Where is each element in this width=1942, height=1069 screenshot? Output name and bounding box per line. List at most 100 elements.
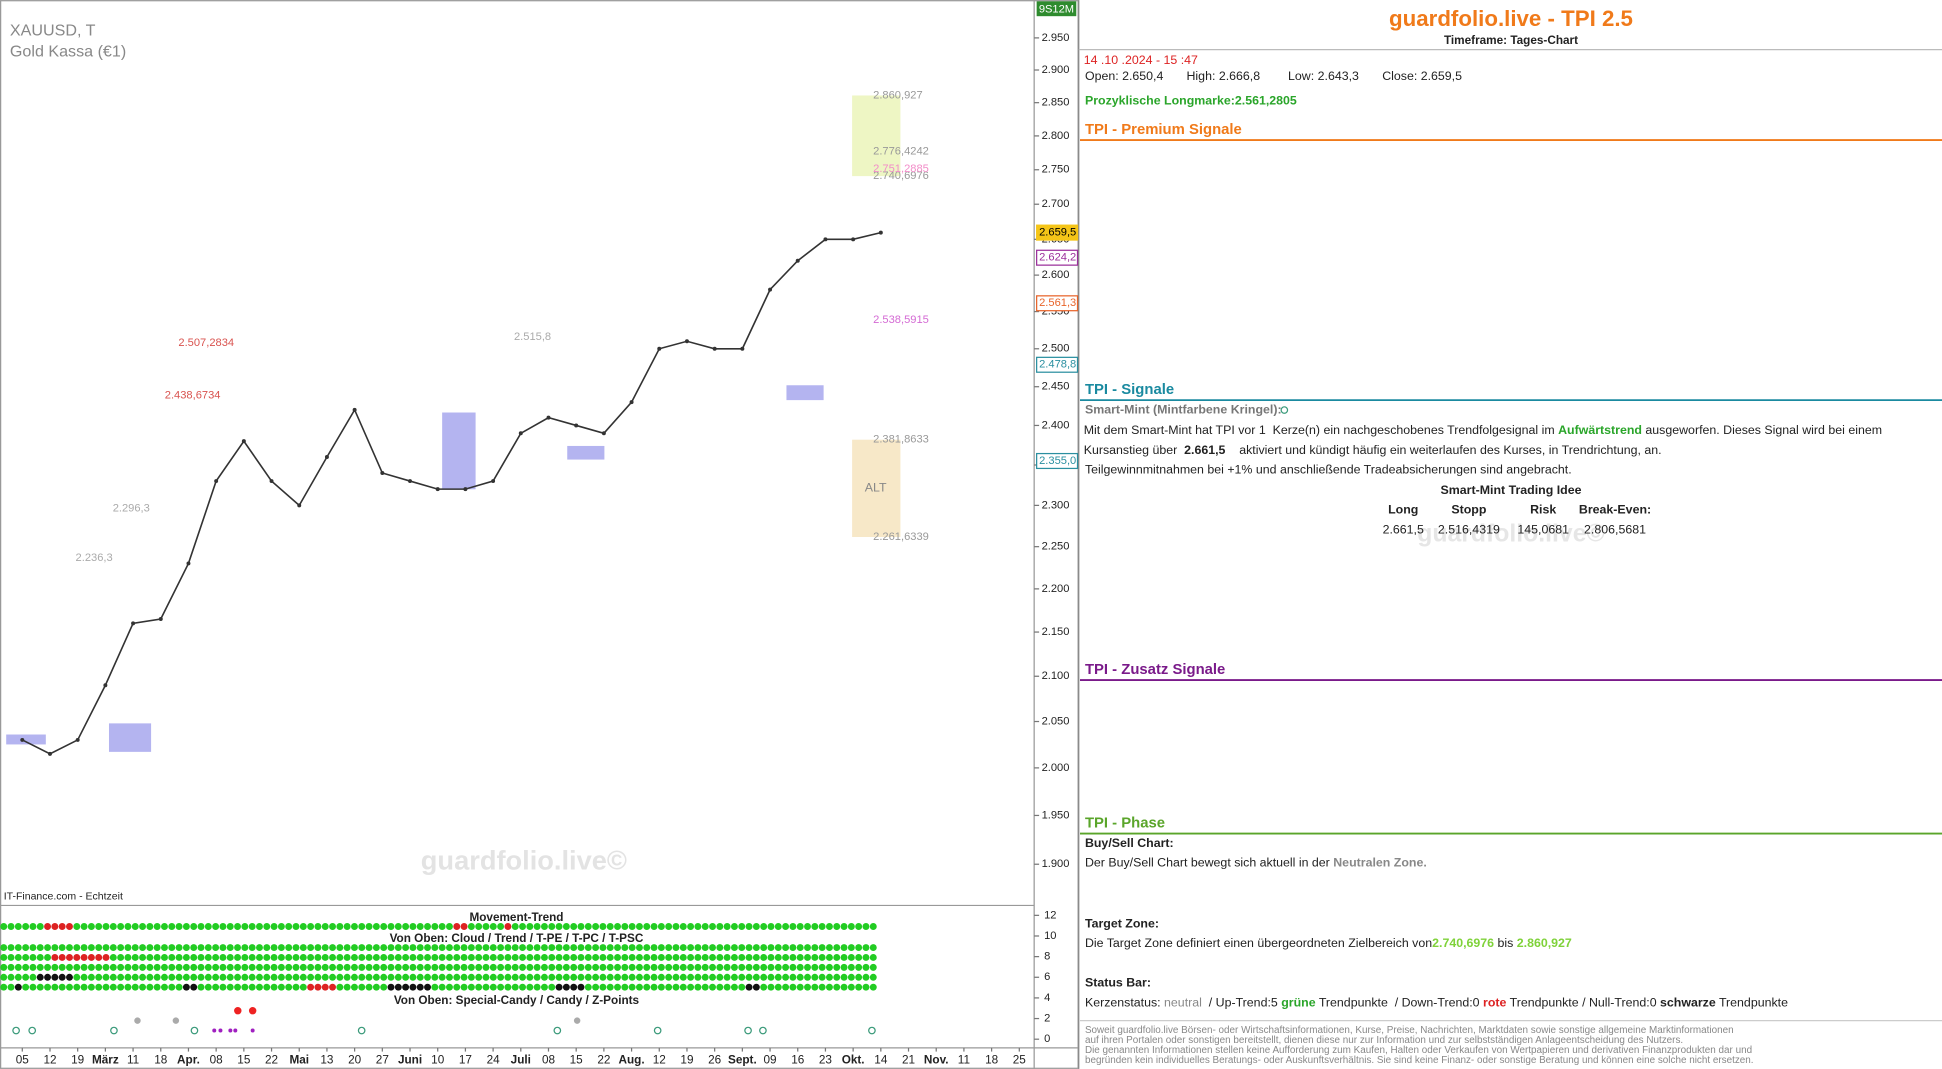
trend-dot <box>862 963 870 971</box>
trend-dot <box>358 963 366 971</box>
trend-dot <box>657 983 665 991</box>
trend-dot <box>562 973 570 981</box>
trend-dot <box>277 944 285 952</box>
trend-dot <box>782 953 790 961</box>
trend-dot <box>782 973 790 981</box>
disclaimer-line: Die genannten Informationen stellen kein… <box>1085 1045 1752 1056</box>
trend-dot <box>153 963 161 971</box>
trend-dot <box>29 963 37 971</box>
trend-dot <box>14 973 22 981</box>
text-line: Kerzenstatus: neutral / Up-Trend:5 grüne… <box>1085 996 1788 1010</box>
trend-dot <box>329 973 337 981</box>
target-zone <box>852 95 901 177</box>
trend-dot <box>665 963 673 971</box>
trend-dot <box>840 944 848 952</box>
trend-dot <box>570 983 578 991</box>
trend-dot <box>36 973 44 981</box>
trend-dot <box>87 983 95 991</box>
trend-dot <box>650 923 658 930</box>
y-tick-label: 2.100 <box>1042 670 1070 682</box>
trend-dot <box>146 963 154 971</box>
trend-dot <box>460 944 468 952</box>
trend-dot <box>614 953 621 961</box>
mint-point <box>744 1026 752 1035</box>
trend-dot <box>87 963 95 971</box>
trend-dot <box>869 973 877 981</box>
trend-dot <box>22 963 30 971</box>
trend-dot <box>840 953 848 961</box>
trend-dot <box>804 953 811 961</box>
trend-dot <box>7 963 15 971</box>
x-tick-label: 26 <box>708 1053 722 1066</box>
trend-dot <box>562 953 570 961</box>
trend-dot <box>409 963 417 971</box>
trend-dot <box>782 983 790 991</box>
trend-dot <box>241 983 249 991</box>
trend-dot <box>445 973 453 981</box>
trend-dot <box>599 923 607 930</box>
trend-dot <box>372 973 380 981</box>
trend-dot <box>124 973 132 981</box>
mint-point <box>110 1026 118 1035</box>
price-point <box>740 346 745 351</box>
trend-dot <box>409 923 417 930</box>
trend-dot <box>548 944 556 952</box>
trend-dot <box>58 923 66 930</box>
x-tick-label: 18 <box>985 1053 999 1066</box>
y-tick-label: 2.150 <box>1042 626 1070 638</box>
x-tick-label: Sept. <box>728 1053 757 1066</box>
trend-dot <box>694 973 702 981</box>
trend-dot <box>679 944 687 952</box>
trend-dot <box>526 973 534 981</box>
y-tick-label: 2.450 <box>1042 381 1070 393</box>
trend-dot <box>504 923 512 930</box>
text-line: Teilgewinnmitnahmen bei +1% und anschlie… <box>1085 463 1572 477</box>
trend-dot <box>540 953 548 961</box>
trend-dot <box>7 944 15 952</box>
trend-dot <box>621 944 629 952</box>
trend-dot <box>540 983 548 991</box>
mint-point <box>868 1026 876 1035</box>
trend-dot <box>387 973 395 981</box>
trend-dot <box>548 953 556 961</box>
trend-dot <box>789 953 797 961</box>
trend-dot <box>263 923 271 930</box>
trend-dot <box>219 973 227 981</box>
text-part: Prozyklische Longmarke: <box>1085 94 1235 108</box>
trend-dot <box>869 944 877 952</box>
trend-dot <box>73 963 81 971</box>
trend-dot <box>182 973 190 981</box>
trend-dot <box>716 973 724 981</box>
trend-dot <box>131 944 139 952</box>
trend-dot <box>592 923 600 930</box>
trend-dot <box>540 963 548 971</box>
trend-dot <box>679 963 687 971</box>
special-point <box>234 1006 242 1015</box>
trend-dot <box>438 953 446 961</box>
y-tick-label: 2.600 <box>1042 269 1070 281</box>
trend-dot <box>22 953 30 961</box>
price-tag-label: 2.355,0 <box>1039 455 1076 467</box>
trend-dot <box>409 944 417 952</box>
trend-dot <box>44 944 52 952</box>
trend-dot <box>453 944 461 952</box>
level-label: 2.236,3 <box>76 552 113 564</box>
idea-header: Break-Even: <box>1579 503 1651 517</box>
trend-dot <box>190 973 198 981</box>
trend-dot <box>650 944 658 952</box>
trend-dot <box>190 963 198 971</box>
trend-dot <box>738 983 746 991</box>
trend-dot <box>752 953 760 961</box>
trend-dot <box>635 983 643 991</box>
trend-dot <box>365 953 373 961</box>
trend-dot <box>387 944 395 952</box>
text-part: Kerzenstatus: <box>1085 996 1164 1010</box>
trend-dot <box>109 944 117 952</box>
trend-dot <box>73 973 81 981</box>
text-part: 2.661,5 <box>1184 443 1225 457</box>
trend-dot <box>643 944 651 952</box>
trend-dot <box>431 923 439 930</box>
trend-dot <box>840 973 848 981</box>
timestamp: 14 .10 .2024 - 15 :47 <box>1084 53 1198 67</box>
